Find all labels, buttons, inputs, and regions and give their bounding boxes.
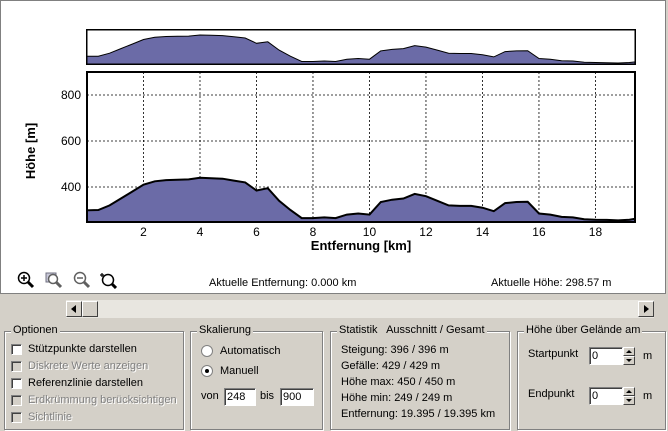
checkbox-referenzlinie[interactable] [11,378,22,389]
x-tick-label: 18 [589,225,603,239]
label-startpunkt: Startpunkt [528,348,579,360]
stat-entfernung: Entfernung: 19.395 / 19.395 km [341,408,496,420]
label-diskrete-werte: Diskrete Werte anzeigen [28,360,149,372]
x-tick-label: 8 [310,225,317,239]
scale-to-input[interactable] [280,388,314,406]
options-title: Optionen [11,324,60,336]
scale-from-input[interactable] [224,388,256,406]
elevation-chart[interactable]: 2 4 6 8 10 12 14 16 18 400 600 800 Entfernung [km]… [1,67,667,257]
statistics-group: Statistik Ausschnitt / Gesamt Steigung: … [330,324,510,430]
checkbox-stuetzpunkte[interactable] [11,344,22,355]
height-above-title: Höhe über Gelände am [524,324,643,336]
stat-steigung: Steigung: 396 / 396 m [341,344,449,356]
startpunkt-input[interactable] [589,347,623,365]
scaling-title: Skalierung [197,324,253,336]
zoom-in-icon[interactable] [17,271,35,289]
overview-terrain-area [86,34,636,65]
x-tick-label: 2 [140,225,147,239]
y-axis-label: Höhe [m] [23,123,38,179]
y-tick-label: 800 [61,88,81,102]
scaling-group: Skalierung Automatisch Manuell von bis [190,324,323,430]
current-height: Aktuelle Höhe: 298.57 m [491,277,612,289]
label-sichtlinie: Sichtlinie [28,411,73,423]
label-automatic: Automatisch [220,345,281,357]
current-distance: Aktuelle Entfernung: 0.000 km [209,277,357,289]
statistics-title: Statistik Ausschnitt / Gesamt [337,324,487,336]
profile-panel: 2 4 6 8 10 12 14 16 18 400 600 800 Entfernung [km]… [0,0,666,294]
radio-manual[interactable] [201,365,213,377]
label-erdkruemmung: Erdkrümmung berücksichtigen [28,394,177,406]
checkbox-erdkruemmung[interactable] [11,395,22,406]
spin-up-icon[interactable] [623,387,635,396]
spin-down-icon[interactable] [623,356,635,365]
spin-up-icon[interactable] [623,347,635,356]
label-endpunkt: Endpunkt [528,388,575,400]
end-unit: m [643,390,653,402]
radio-automatic[interactable] [201,345,213,357]
x-tick-label: 4 [197,225,204,239]
options-group: Optionen Stützpunkte darstellen Diskrete… [4,324,184,430]
x-tick-label: 14 [476,225,490,239]
label-referenzlinie: Referenzlinie darstellen [28,377,143,389]
y-tick-labels: 400 600 800 [61,88,81,194]
terrain-area [86,176,636,223]
label-to: bis [260,390,275,402]
stat-hoehe-min: Höhe min: 249 / 249 m [341,392,453,404]
y-tick-label: 600 [61,134,81,148]
overview-chart[interactable] [86,29,636,65]
zoom-out-icon[interactable] [73,271,91,289]
stat-hoehe-max: Höhe max: 450 / 450 m [341,376,456,388]
stat-gefaelle: Gefälle: 429 / 429 m [341,360,441,372]
checkbox-diskrete-werte[interactable] [11,361,22,372]
x-tick-label: 6 [253,225,260,239]
zoom-area-icon[interactable] [45,271,63,289]
label-stuetzpunkte: Stützpunkte darstellen [28,343,137,355]
label-from: von [201,390,219,402]
checkbox-sichtlinie[interactable] [11,412,22,423]
scroll-thumb[interactable] [82,301,98,317]
endpunkt-input[interactable] [589,387,623,405]
scroll-left-button[interactable] [66,301,82,317]
x-tick-label: 12 [419,225,433,239]
spin-down-icon[interactable] [623,396,635,405]
x-tick-labels: 2 4 6 8 10 12 14 16 18 [140,225,602,239]
scroll-right-button[interactable] [638,301,654,317]
label-manual: Manuell [220,365,259,377]
y-tick-label: 400 [61,180,81,194]
startpunkt-spinner[interactable] [623,347,635,365]
start-unit: m [643,350,653,362]
endpunkt-spinner[interactable] [623,387,635,405]
x-axis-label: Entfernung [km] [311,238,411,253]
horizontal-scrollbar[interactable] [66,300,654,318]
height-above-ground-group: Höhe über Gelände am Startpunkt m Endpun… [517,324,666,430]
zoom-reset-icon[interactable] [99,271,118,290]
x-tick-label: 16 [532,225,546,239]
x-tick-label: 10 [363,225,377,239]
